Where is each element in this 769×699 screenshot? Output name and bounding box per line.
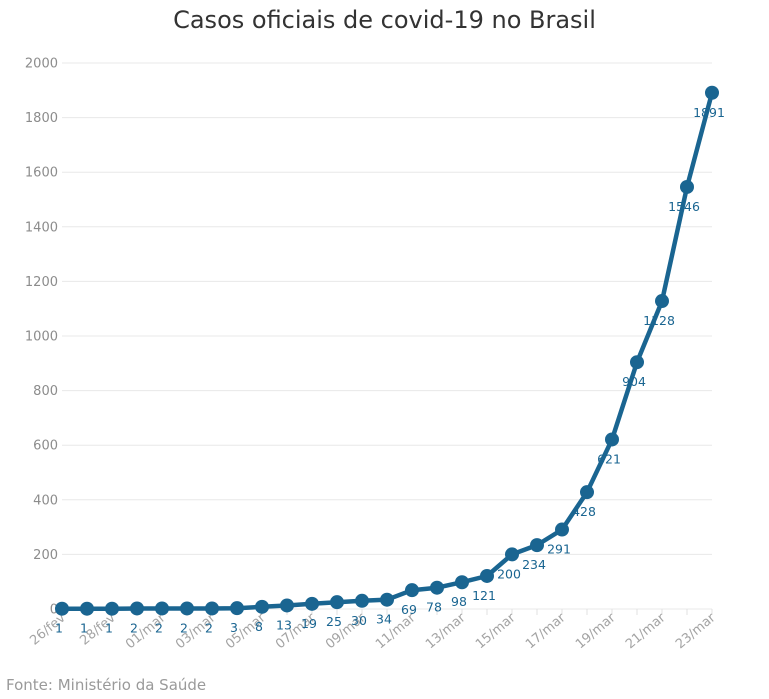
data-label: 78 [426,600,442,615]
data-label: 291 [547,542,571,557]
y-tick-label: 0 [50,603,58,618]
y-tick-label: 1200 [25,275,58,290]
data-point [555,522,569,537]
data-point [55,601,69,616]
x-tick-label: 23/mar [673,610,719,652]
data-label: 1 [80,621,88,636]
y-tick-label: 600 [33,439,58,454]
data-point [105,601,119,616]
y-tick-label: 1400 [25,220,58,235]
gridlines [62,62,712,610]
data-label: 428 [572,504,596,519]
series-cases [55,85,719,616]
chart-title: Casos oficiais de covid-19 no Brasil [173,6,596,34]
data-label: 1546 [668,199,700,214]
data-point [530,538,544,553]
data-point [655,294,669,309]
data-point [430,580,444,595]
data-point [255,599,269,614]
y-tick-label: 1800 [25,111,58,126]
data-label: 1 [55,621,63,636]
data-label: 8 [255,619,263,634]
data-label: 25 [326,614,342,629]
x-tick-label: 17/mar [523,610,569,652]
data-point [505,547,519,562]
data-label: 200 [497,566,521,581]
data-point [280,598,294,613]
data-label: 1891 [693,105,725,120]
data-point [205,601,219,616]
y-tick-label: 800 [33,384,58,399]
data-point [605,432,619,447]
x-tick-label: 21/mar [623,610,669,652]
y-tick-label: 200 [33,548,58,563]
y-tick-label: 1000 [25,330,58,345]
data-label: 98 [451,594,467,609]
data-label: 1 [105,621,113,636]
y-tick-label: 2000 [25,57,58,72]
data-label: 3 [230,620,238,635]
data-point [705,85,719,100]
data-label: 34 [376,612,392,627]
data-point [680,179,694,194]
x-tick-label: 19/mar [573,610,619,652]
data-point [480,568,494,583]
series-line [59,90,715,611]
data-point [80,601,94,616]
data-label: 69 [401,602,417,617]
data-label: 2 [130,620,138,635]
x-tick-label: 13/mar [423,610,469,652]
y-axis-ticks: 0 200 400 600 800 1000 1200 1400 1600 1800 2000 [25,57,58,618]
data-point [180,601,194,616]
data-label: 2 [155,620,163,635]
data-point [455,575,469,590]
data-point [230,601,244,616]
data-label: 2 [205,620,213,635]
data-label: 2 [180,620,188,635]
data-point [155,601,169,616]
data-label: 621 [597,451,621,466]
data-label: 121 [472,588,496,603]
data-label: 1128 [643,313,675,328]
data-label: 13 [276,617,292,632]
data-point [355,593,369,608]
data-point [630,355,644,370]
data-label: 30 [351,613,367,628]
data-point [330,595,344,610]
data-point [130,601,144,616]
data-point [580,485,594,500]
source-note: Fonte: Ministério da Saúde [6,676,207,694]
data-point [305,596,319,611]
data-label: 19 [301,616,317,631]
y-tick-label: 400 [33,493,58,508]
data-label: 904 [622,374,646,389]
data-label: 234 [522,557,546,572]
y-tick-label: 1600 [25,166,58,181]
x-tick-label: 15/mar [473,610,519,652]
data-point [405,583,419,598]
data-point [380,592,394,607]
